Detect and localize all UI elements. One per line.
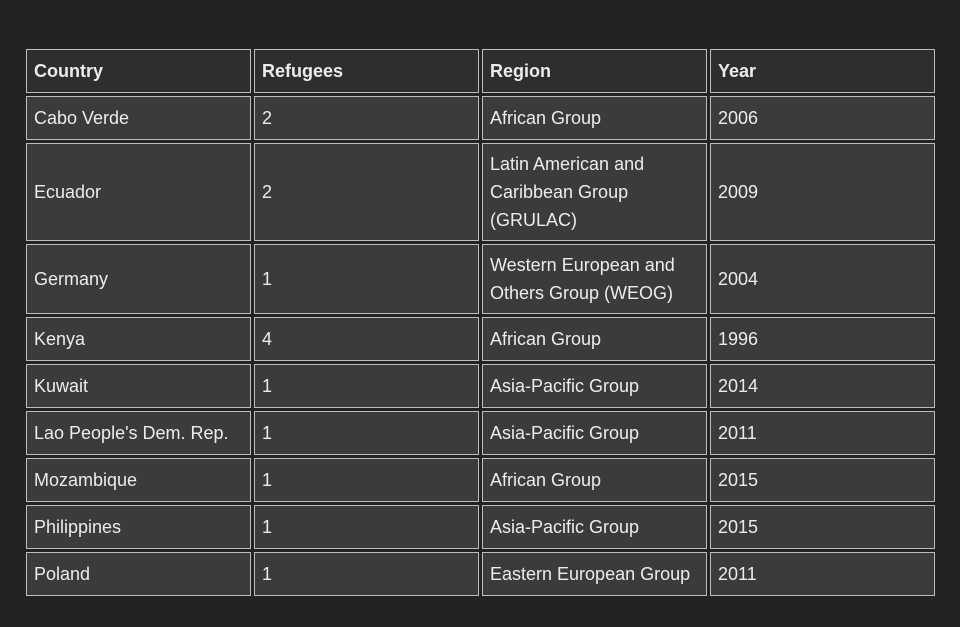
cell-region: African Group xyxy=(482,458,707,502)
cell-refugees: 1 xyxy=(254,411,479,455)
table-row: Cabo Verde 2 African Group 2006 xyxy=(26,96,935,140)
table-row: Ecuador 2 Latin American and Caribbean G… xyxy=(26,143,935,241)
cell-refugees: 1 xyxy=(254,364,479,408)
cell-year: 2004 xyxy=(710,244,935,314)
header-refugees: Refugees xyxy=(254,49,479,93)
cell-refugees: 2 xyxy=(254,96,479,140)
cell-region: Latin American and Caribbean Group (GRUL… xyxy=(482,143,707,241)
cell-refugees: 2 xyxy=(254,143,479,241)
cell-region: Asia-Pacific Group xyxy=(482,364,707,408)
cell-region: Asia-Pacific Group xyxy=(482,505,707,549)
cell-year: 2009 xyxy=(710,143,935,241)
table-row: Kenya 4 African Group 1996 xyxy=(26,317,935,361)
cell-country: Kenya xyxy=(26,317,251,361)
cell-refugees: 1 xyxy=(254,458,479,502)
table-container: Country Refugees Region Year Cabo Verde … xyxy=(23,46,938,599)
cell-country: Lao People's Dem. Rep. xyxy=(26,411,251,455)
cell-refugees: 1 xyxy=(254,552,479,596)
cell-country: Ecuador xyxy=(26,143,251,241)
cell-refugees: 1 xyxy=(254,244,479,314)
header-row: Country Refugees Region Year xyxy=(26,49,935,93)
cell-year: 2015 xyxy=(710,458,935,502)
table-row: Mozambique 1 African Group 2015 xyxy=(26,458,935,502)
data-table: Country Refugees Region Year Cabo Verde … xyxy=(23,46,938,599)
cell-region: African Group xyxy=(482,317,707,361)
cell-year: 2011 xyxy=(710,552,935,596)
cell-year: 2006 xyxy=(710,96,935,140)
table-row: Philippines 1 Asia-Pacific Group 2015 xyxy=(26,505,935,549)
cell-year: 1996 xyxy=(710,317,935,361)
table-row: Germany 1 Western European and Others Gr… xyxy=(26,244,935,314)
cell-year: 2011 xyxy=(710,411,935,455)
cell-refugees: 1 xyxy=(254,505,479,549)
header-year: Year xyxy=(710,49,935,93)
cell-year: 2014 xyxy=(710,364,935,408)
header-region: Region xyxy=(482,49,707,93)
cell-country: Kuwait xyxy=(26,364,251,408)
cell-region: Eastern European Group xyxy=(482,552,707,596)
table-body: Cabo Verde 2 African Group 2006 Ecuador … xyxy=(26,96,935,596)
cell-country: Poland xyxy=(26,552,251,596)
cell-country: Cabo Verde xyxy=(26,96,251,140)
cell-country: Mozambique xyxy=(26,458,251,502)
cell-refugees: 4 xyxy=(254,317,479,361)
cell-country: Germany xyxy=(26,244,251,314)
cell-year: 2015 xyxy=(710,505,935,549)
table-row: Poland 1 Eastern European Group 2011 xyxy=(26,552,935,596)
table-header: Country Refugees Region Year xyxy=(26,49,935,93)
cell-region: Western European and Others Group (WEOG) xyxy=(482,244,707,314)
cell-region: African Group xyxy=(482,96,707,140)
header-country: Country xyxy=(26,49,251,93)
cell-country: Philippines xyxy=(26,505,251,549)
table-row: Kuwait 1 Asia-Pacific Group 2014 xyxy=(26,364,935,408)
cell-region: Asia-Pacific Group xyxy=(482,411,707,455)
table-row: Lao People's Dem. Rep. 1 Asia-Pacific Gr… xyxy=(26,411,935,455)
